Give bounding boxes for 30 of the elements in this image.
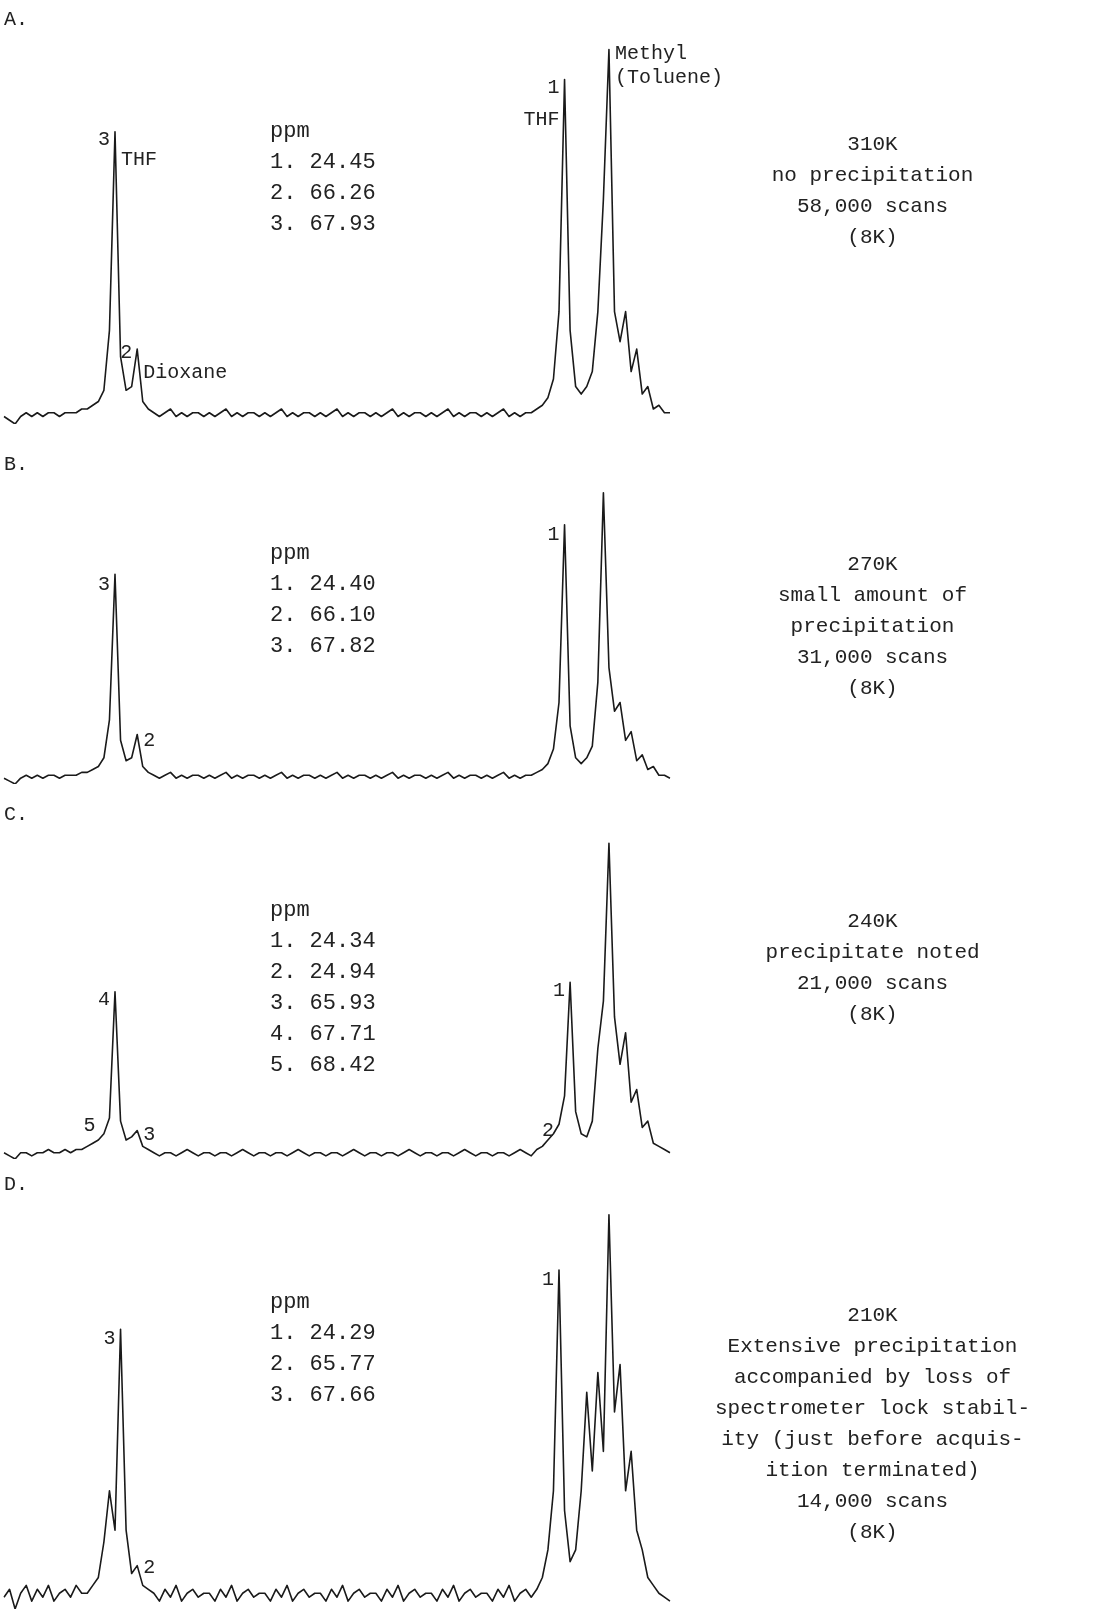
chart-title: B. — [4, 453, 29, 477]
annotation: 3 — [143, 1122, 156, 1146]
annotation: 5 — [83, 1114, 96, 1138]
annotation: 1 — [547, 75, 560, 99]
annotation: 4 — [97, 987, 110, 1011]
annotation: ppm 1. 24.34 2. 24.94 3. 65.93 4. 67.71 5. 68.42 — [270, 896, 376, 1080]
text: 210K Extensive precipitation accompanied by loss of spectrometer lock stabil- ity (just before acquis- ition terminated) 14,000 scans (8K) — [713, 1303, 1032, 1546]
annotation: Dioxane — [143, 361, 228, 385]
chart-title: C. — [4, 803, 29, 827]
annotation: ppm 1. 24.40 2. 66.10 3. 67.82 — [270, 540, 376, 662]
annotation: Methyl (Toluene) — [614, 41, 723, 89]
chart-title: A. — [4, 8, 29, 32]
annotation: 3 — [97, 572, 110, 596]
text: 310K no precipitation 58,000 scans (8K) — [770, 132, 975, 251]
annotation: 1 — [547, 523, 560, 547]
annotation: 3 — [97, 128, 110, 152]
annotation: 1 — [553, 978, 566, 1002]
annotation: ppm 1. 24.29 2. 65.77 3. 67.66 — [270, 1288, 376, 1410]
annotation: ppm 1. 24.45 2. 66.26 3. 67.93 — [270, 118, 376, 240]
annotation: 3 — [103, 1327, 116, 1351]
annotation: 2 — [541, 1118, 554, 1142]
annotation: 1 — [541, 1268, 554, 1292]
annotation: 2 — [143, 1555, 156, 1579]
text: 270K small amount of precipitation 31,000 scans (8K) — [777, 551, 968, 702]
annotation: THF — [121, 148, 158, 172]
text: 240K precipitate noted 21,000 scans (8K) — [764, 909, 981, 1028]
annotation: THF — [523, 107, 560, 131]
annotation: 2 — [120, 341, 133, 365]
chart-title: D. — [4, 1173, 29, 1197]
annotation: 2 — [143, 728, 156, 752]
